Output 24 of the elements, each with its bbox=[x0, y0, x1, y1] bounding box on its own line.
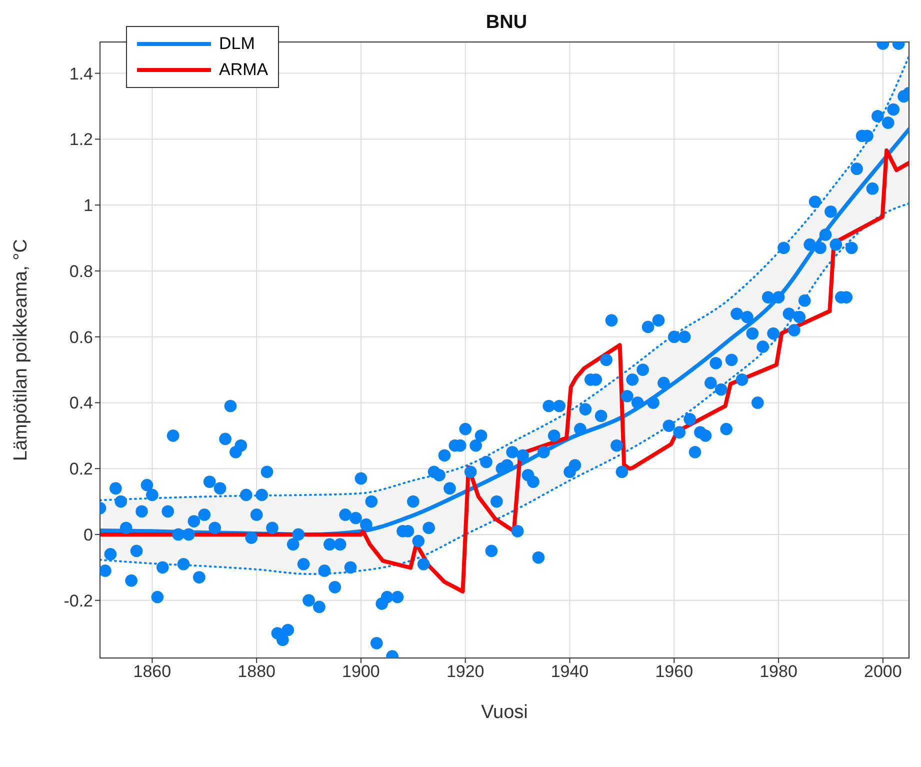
y-tick-label: 0 bbox=[84, 526, 93, 545]
x-tick-label: 1880 bbox=[238, 662, 276, 682]
x-tick-label: 1860 bbox=[133, 662, 172, 682]
y-tick-label: 0.8 bbox=[69, 262, 93, 281]
line-series bbox=[100, 148, 909, 594]
x-tick-label: 1980 bbox=[760, 662, 798, 682]
y-axis-title: Lämpötilan poikkeama, °C bbox=[10, 239, 32, 461]
x-tick-label: 1900 bbox=[342, 662, 380, 682]
y-tick-label: 1.4 bbox=[69, 64, 93, 84]
x-axis-title: Vuosi bbox=[481, 702, 528, 723]
y-tick-label: 1 bbox=[84, 196, 93, 216]
x-tick-label: 2000 bbox=[864, 662, 902, 682]
x-tick-label: 1960 bbox=[655, 662, 694, 682]
x-tick-label: 1940 bbox=[550, 662, 589, 682]
y-tick-label: 1.2 bbox=[69, 130, 93, 150]
y-tick-label: 0.2 bbox=[69, 460, 93, 479]
legend-label: DLM bbox=[219, 34, 255, 54]
y-tick-label: -0.2 bbox=[64, 591, 93, 610]
legend-label: ARMA bbox=[219, 60, 268, 80]
y-tick-label: 0.4 bbox=[69, 394, 93, 413]
y-tick-label: 0.6 bbox=[69, 328, 93, 347]
chart-title: BNU bbox=[484, 12, 528, 34]
line-series bbox=[100, 202, 909, 575]
x-tick-label: 1920 bbox=[446, 662, 484, 682]
